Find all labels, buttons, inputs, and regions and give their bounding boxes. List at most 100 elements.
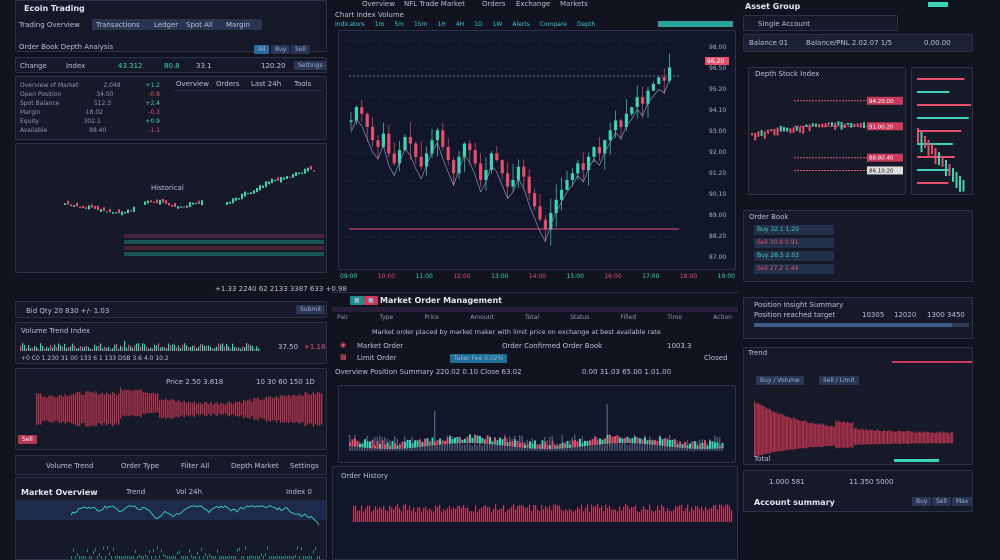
trend-bar: [817, 424, 819, 447]
expand-button[interactable]: Settings: [294, 61, 327, 70]
volume-bar: [656, 444, 658, 451]
volume-bar: [464, 444, 466, 451]
spark-bar: [186, 345, 188, 351]
chart-timeframes[interactable]: 10 30 60 150 1D: [256, 378, 315, 386]
orderbook-row[interactable]: Sell 30.8 0.91: [754, 238, 834, 248]
submit-button[interactable]: Submit: [296, 305, 326, 314]
all-button[interactable]: All: [254, 45, 270, 54]
time-label: 13:00: [491, 273, 509, 280]
trend-bar: [761, 405, 763, 455]
sell-bar: [36, 393, 38, 425]
tab-filter[interactable]: Filter All: [181, 462, 210, 470]
orderbook-row[interactable]: Sell 27.2 1.44: [754, 264, 834, 274]
tab-overview[interactable]: Overview: [176, 80, 209, 88]
sell-button[interactable]: Sell: [932, 497, 951, 506]
sell-badge[interactable]: Sell: [18, 435, 37, 444]
history-bar: [447, 508, 449, 522]
trend-tab[interactable]: Buy / Volume: [756, 376, 804, 385]
tab-depth[interactable]: Depth Market: [231, 462, 279, 470]
sell-bar: [296, 396, 298, 422]
trend-tab[interactable]: Sell / Limit: [819, 376, 859, 385]
history-bar: [565, 508, 567, 522]
volume-tick: [111, 556, 112, 559]
mini-candle: [67, 200, 69, 205]
menu-item[interactable]: Overview: [362, 0, 395, 8]
volume-tick: [315, 547, 316, 551]
toolbar-item[interactable]: Compare: [539, 21, 567, 28]
volume-candle: [434, 441, 436, 446]
sell-bar: [263, 399, 265, 419]
menu-item[interactable]: Markets: [560, 0, 588, 8]
toolbar-item[interactable]: Alerts: [512, 21, 530, 28]
order-pair[interactable]: Market Order: [357, 342, 404, 350]
trend-bar: [835, 420, 837, 449]
candle: [603, 140, 607, 154]
toolbar-item[interactable]: 1W: [492, 21, 503, 28]
mini-candle: [241, 193, 243, 200]
spark-bar: [258, 348, 260, 351]
time-label: 15:00: [566, 273, 584, 280]
trend-bar: [867, 430, 869, 445]
sell-button[interactable]: Sell: [291, 45, 310, 54]
candlestick-chart[interactable]: 98.00 96.50 95.20 94.10 93.00 92.00 91.20 90.10…: [339, 31, 737, 271]
time-label: 14:00: [528, 273, 547, 280]
price-tag: 94.20.00: [869, 99, 894, 105]
trend-bar: [938, 431, 940, 444]
menu-item[interactable]: NFL Trade Market: [404, 0, 465, 8]
max-button[interactable]: Max: [952, 497, 973, 506]
history-bar: [469, 511, 471, 522]
volume-candle: [661, 439, 664, 446]
filter-ledger[interactable]: Ledger: [154, 21, 179, 29]
table-row: Equity 302.1 +0.9: [20, 118, 160, 126]
toolbar-item[interactable]: 1H: [437, 21, 446, 28]
tab-volume[interactable]: Volume Trend: [46, 462, 94, 470]
candle: [592, 146, 596, 157]
volume-tick: [73, 548, 74, 552]
buy-button[interactable]: Buy: [912, 497, 932, 506]
filter-transactions[interactable]: Transactions: [96, 21, 140, 29]
volume-tick: [295, 554, 296, 558]
mini-candle: [250, 192, 252, 195]
sell-bar: [68, 395, 71, 423]
buy-button[interactable]: Buy: [271, 45, 291, 54]
menu-item[interactable]: Exchange: [516, 0, 551, 8]
history-bar: [611, 509, 613, 522]
sell-bar: [265, 396, 267, 422]
history-bar: [425, 506, 427, 522]
tab-orders[interactable]: Orders: [216, 80, 240, 88]
asset-group-label[interactable]: Asset Group: [745, 2, 801, 11]
trend-bar: [924, 432, 926, 444]
history-bar: [673, 509, 675, 522]
order-pair[interactable]: Limit Order: [357, 354, 397, 362]
toolbar-item[interactable]: 1D: [474, 21, 483, 28]
history-bar: [681, 504, 683, 522]
orderbook-row[interactable]: Buy 32.1 1.20: [754, 225, 834, 235]
toolbar-item[interactable]: Indicators: [335, 21, 365, 28]
history-bar: [721, 504, 723, 522]
header-filter-bar: [92, 19, 262, 30]
tab-tools[interactable]: Tools: [294, 80, 312, 88]
volume-tick: [131, 556, 132, 559]
history-bar: [413, 507, 415, 522]
menu-item[interactable]: Orders: [482, 0, 506, 8]
history-bar: [629, 508, 631, 522]
mini-candle: [192, 202, 194, 205]
toolbar-item[interactable]: 15m: [413, 21, 428, 28]
tab-order-type[interactable]: Order Type: [121, 462, 160, 470]
toolbar-item[interactable]: 1m: [374, 21, 385, 28]
price-tag: 91.00.20: [869, 124, 894, 130]
market-line: [70, 505, 320, 526]
spark-bar: [188, 346, 190, 351]
order-input-row[interactable]: Bid Qty 20 830 +/- 1.03 Submit: [15, 301, 327, 318]
orderbook-row[interactable]: Buy 28.5 2.03: [754, 251, 834, 261]
trend-bar: [942, 431, 944, 444]
history-bar: [391, 507, 393, 522]
filter-margin[interactable]: Margin: [226, 21, 250, 29]
filter-spot-all[interactable]: Spot All: [186, 21, 213, 29]
history-bar: [649, 504, 651, 522]
tab-last-24h[interactable]: Last 24h: [251, 80, 282, 88]
toolbar-item[interactable]: Depth: [576, 21, 596, 28]
toolbar-item[interactable]: 5m: [394, 21, 404, 28]
toolbar-item[interactable]: 4H: [455, 21, 465, 28]
tab-settings[interactable]: Settings: [290, 462, 319, 470]
